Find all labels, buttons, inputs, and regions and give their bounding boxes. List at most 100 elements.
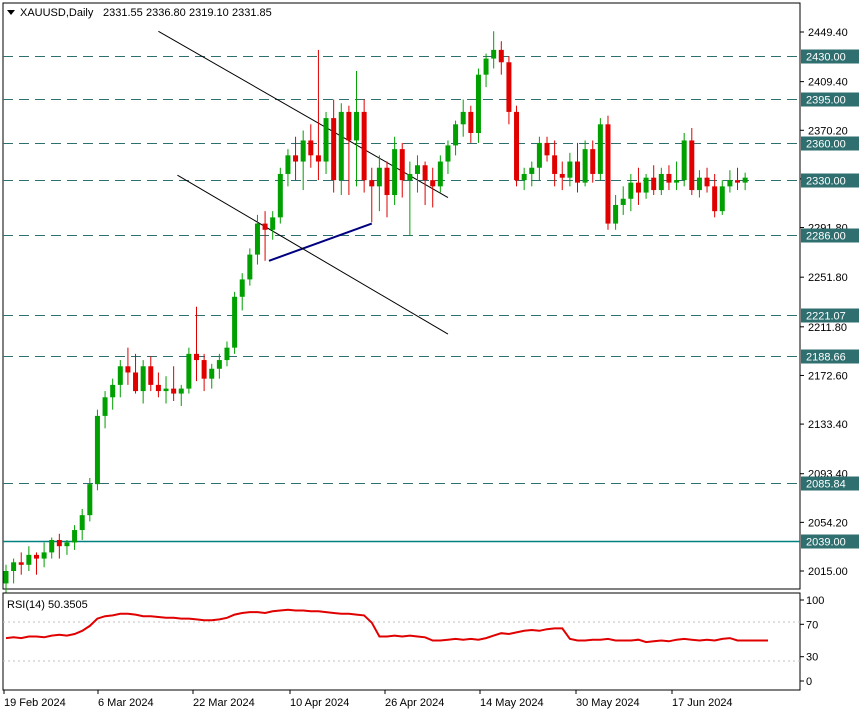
candle-body (453, 124, 459, 146)
date-tick-label: 14 May 2024 (480, 697, 544, 709)
date-tick-label: 6 Mar 2024 (98, 697, 154, 709)
close-value: 2331.85 (232, 7, 272, 19)
candle-body (201, 360, 207, 379)
candle-body (262, 223, 268, 230)
candle-body (521, 173, 527, 181)
date-tick-label: 19 Feb 2024 (4, 697, 66, 709)
rsi-line (5, 608, 768, 644)
candle-body (658, 173, 664, 191)
candle-body (635, 182, 641, 193)
candle-body (41, 552, 47, 559)
candle-body (94, 415, 100, 485)
candle-body (696, 177, 702, 191)
trendline-channel-lower (177, 174, 449, 335)
level-label-box (801, 349, 859, 364)
candle-body (430, 180, 436, 187)
trendlines (158, 30, 449, 335)
level-label-box (801, 476, 859, 491)
candle-body (110, 384, 116, 398)
rsi-tick-label: 30 (806, 652, 818, 664)
rsi-tick-label: 70 (806, 619, 818, 631)
candle-body (140, 366, 146, 392)
candle-body (354, 111, 360, 141)
candle-body (712, 186, 718, 212)
level-label-box (801, 173, 859, 188)
candle-body (87, 484, 93, 516)
candle-body (247, 254, 253, 280)
candle-body (613, 204, 619, 224)
chart-header: XAUUSD,Daily 2331.55 2336.80 2319.10 233… (7, 7, 272, 19)
high-value: 2336.80 (146, 7, 186, 19)
level-label: 2430.00 (806, 52, 846, 64)
level-label-box (801, 92, 859, 107)
candle-body (651, 177, 657, 191)
candle-body (392, 149, 398, 196)
candle-body (605, 124, 611, 224)
candle-body (666, 173, 672, 183)
level-label: 2330.00 (806, 176, 846, 188)
candle-body (475, 74, 481, 134)
price-tick-label: 2251.80 (808, 272, 848, 284)
rsi-tick-label: 100 (806, 595, 824, 607)
candle-body (72, 530, 78, 543)
candle-body (194, 353, 199, 361)
rsi-label: RSI(14) 50.3505 (7, 599, 88, 611)
level-label-box (801, 49, 859, 64)
price-tick-label: 2015.00 (808, 566, 848, 578)
rsi-axis: 100 70 30 0 (800, 595, 824, 688)
candle-body (315, 155, 321, 162)
trendline-channel-upper (158, 30, 449, 198)
candle-body (285, 155, 291, 174)
candle-body (18, 562, 24, 565)
candle-body (163, 388, 169, 392)
candle-body (506, 62, 512, 112)
level-labels: 2430.00 2395.00 2360.00 2330.00 2286.00 2221.… (801, 49, 859, 549)
candle-body (399, 149, 405, 181)
symbol-label: XAUUSD,Daily (20, 7, 94, 19)
price-tick-label: 2370.20 (808, 125, 848, 137)
candle-body (209, 368, 215, 379)
candle-body (11, 562, 17, 571)
level-label-box (801, 228, 859, 243)
candle-body (293, 155, 299, 162)
candle-body (323, 118, 329, 162)
candle-body (414, 165, 420, 174)
level-label: 2360.00 (806, 139, 846, 151)
rsi-plot-frame (2, 592, 801, 691)
candle-body (148, 366, 154, 385)
price-tick-label: 2211.80 (808, 322, 847, 334)
candle-body (727, 180, 733, 187)
open-value: 2331.55 (103, 7, 143, 19)
main-plot-frame (2, 2, 801, 590)
candle-body (445, 145, 451, 162)
candles (3, 31, 748, 596)
candle-body (376, 167, 382, 187)
candle-body (369, 180, 375, 187)
candle-body (117, 366, 123, 385)
level-label: 2286.00 (806, 231, 846, 243)
candle-body (491, 49, 497, 59)
candle-body (338, 111, 344, 181)
candle-body (422, 165, 428, 181)
collapse-triangle-icon[interactable] (7, 10, 15, 15)
candle-body (270, 217, 276, 230)
price-tick-label: 2409.40 (808, 77, 848, 89)
candle-body (590, 149, 596, 174)
candle-body (232, 296, 238, 348)
candle-body (155, 384, 161, 392)
candle-body (498, 49, 504, 63)
candle-body (582, 149, 588, 183)
price-tick-label: 2449.40 (808, 27, 848, 39)
candle-body (681, 140, 687, 181)
candle-body (460, 111, 466, 125)
candle-body (361, 111, 367, 181)
candle-body (56, 539, 62, 547)
candle-body (308, 140, 314, 156)
candle-body (704, 177, 710, 187)
candle-body (559, 173, 565, 178)
date-tick-label: 10 Apr 2024 (290, 697, 349, 709)
candle-body (575, 161, 580, 183)
candle-body (536, 142, 542, 168)
candle-body (254, 223, 260, 255)
candle-body (643, 177, 649, 193)
